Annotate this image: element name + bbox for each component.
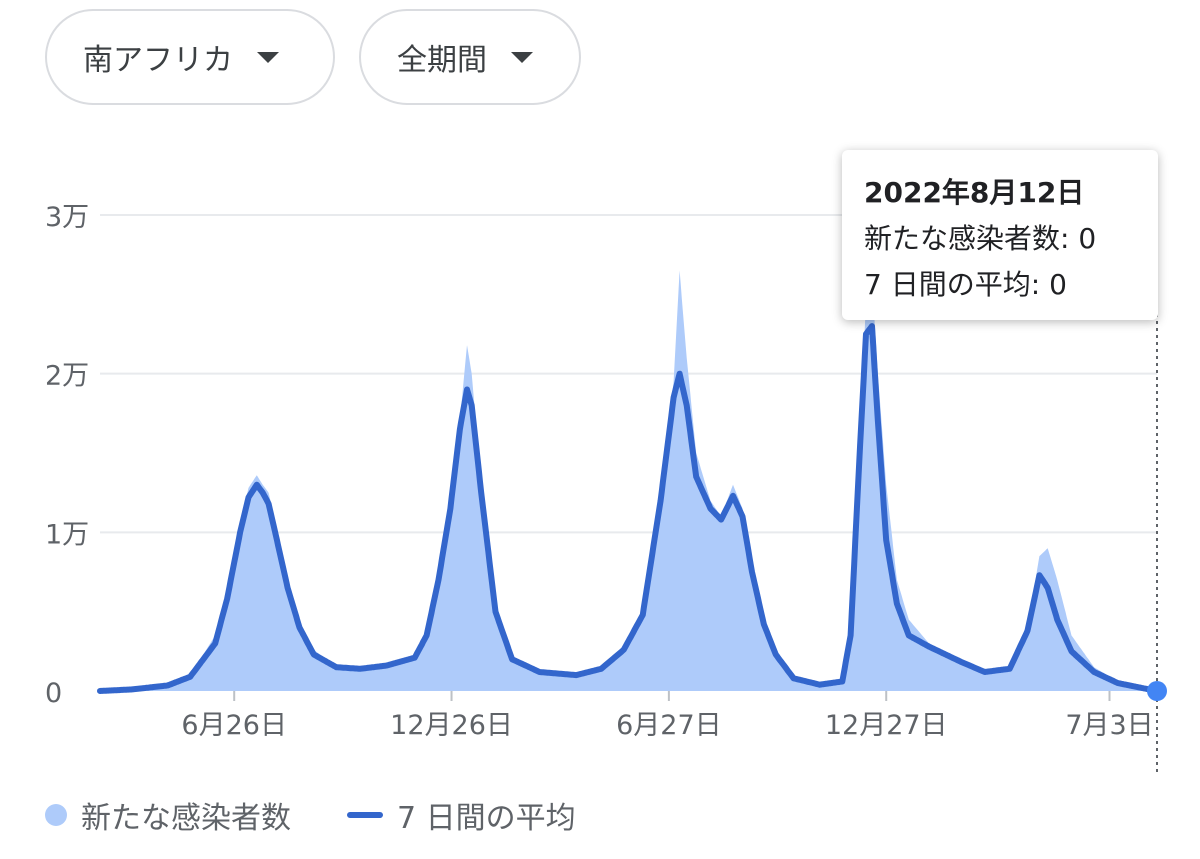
- caret-down-icon: [511, 51, 533, 63]
- caret-down-icon: [257, 51, 279, 63]
- legend-bars-label[interactable]: 新たな感染者数: [81, 801, 291, 836]
- tooltip-new-cases-label: 新たな感染者数: [864, 222, 1061, 255]
- hover-tooltip: 2022年8月12日 新たな感染者数: 0 7 日間の平均: 0: [842, 150, 1158, 320]
- tooltip-new-cases: 新たな感染者数: 0: [864, 222, 1097, 255]
- tooltip-new-cases-value: 0: [1078, 222, 1097, 255]
- tooltip-average: 7 日間の平均: 0: [864, 268, 1067, 301]
- legend-line-swatch: [347, 812, 383, 818]
- seven-day-average-path: [97, 323, 1160, 694]
- hover-point: [1147, 681, 1167, 701]
- daily-cases-area-shape: [100, 270, 1157, 691]
- y-tick-label: 1万: [45, 519, 89, 550]
- x-axis-ticks: 6月26日 12月26日 6月27日 12月27日 7月3日: [181, 691, 1154, 741]
- period-dropdown[interactable]: 全期間: [359, 9, 581, 105]
- legend-line-label[interactable]: 7 日間の平均: [397, 801, 576, 836]
- legend-bars-swatch: [45, 804, 67, 826]
- x-tick-label: 6月27日: [616, 710, 722, 741]
- tooltip-average-label: 7 日間の平均: [864, 268, 1031, 301]
- region-dropdown-label: 南アフリカ: [83, 43, 233, 78]
- legend: 新たな感染者数 7 日間の平均: [45, 790, 576, 840]
- period-dropdown-label: 全期間: [397, 43, 487, 78]
- tooltip-date: 2022年8月12日: [864, 176, 1085, 209]
- tooltip-average-value: 0: [1049, 268, 1067, 301]
- x-tick-label: 6月26日: [181, 710, 287, 741]
- hover-marker: [1147, 300, 1167, 772]
- y-tick-label: 0: [45, 678, 62, 709]
- y-tick-label: 2万: [45, 361, 89, 392]
- y-tick-label: 3万: [45, 202, 89, 233]
- x-tick-label: 7月3日: [1065, 710, 1153, 741]
- daily-cases-area: [100, 270, 1157, 691]
- x-tick-label: 12月26日: [390, 710, 513, 741]
- seven-day-average-line: [97, 323, 1160, 694]
- region-dropdown[interactable]: 南アフリカ: [45, 9, 335, 105]
- x-tick-label: 12月27日: [825, 710, 948, 741]
- y-axis-ticks: 0 1万 2万 3万: [45, 202, 89, 709]
